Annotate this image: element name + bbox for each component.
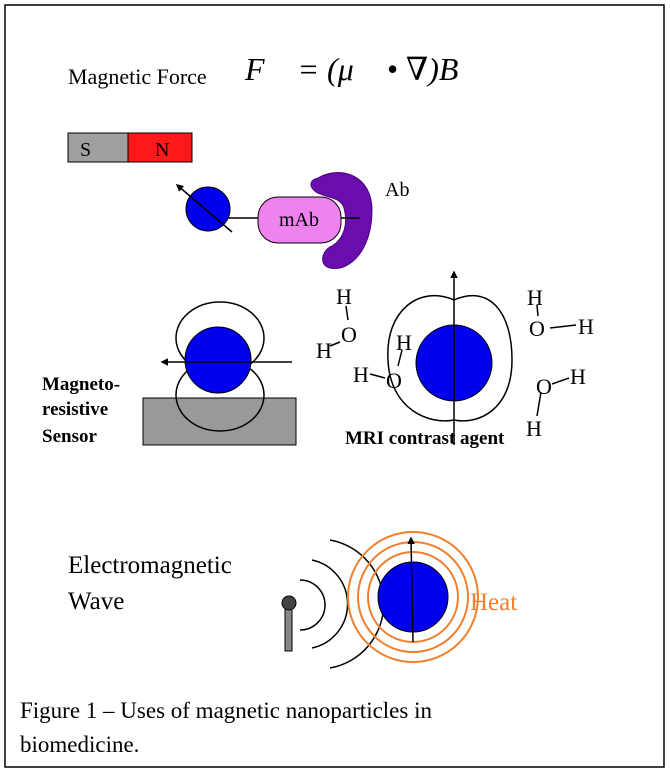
south-label: S [80, 139, 91, 161]
moment-arrow [175, 184, 233, 233]
sensor-label: resistive [42, 399, 108, 420]
magnet-south [67, 132, 129, 163]
bar-magnet: S N [67, 132, 193, 163]
mri-label: MRI contrast agent [345, 428, 505, 449]
em-group: Electromagnetic Wave Heat [68, 531, 517, 669]
atom: H [316, 338, 332, 363]
north-label: N [155, 139, 169, 161]
atom: H [336, 284, 352, 309]
wave-label: Wave [68, 588, 124, 615]
caption: biomedicine. [20, 732, 139, 757]
bonds [329, 304, 577, 417]
antibody-group: mAb Ab [175, 172, 409, 269]
antenna [284, 604, 293, 652]
sensor [142, 397, 297, 446]
atom: H [353, 362, 369, 387]
antenna-tip [281, 595, 297, 611]
mab-label: mAb [279, 209, 319, 231]
sensor-group: Magneto- resistive Sensor [42, 301, 297, 447]
moment-arrow [407, 536, 415, 643]
mab-pill [257, 196, 342, 244]
ab-label: Ab [385, 179, 409, 201]
mri-group: H O H H O H H O H O H H MRI contrast age… [316, 270, 594, 449]
atom: H [570, 364, 586, 389]
nanoparticle [184, 326, 252, 394]
formula-label: Magnetic Force [68, 64, 207, 89]
atom: H [527, 285, 543, 310]
caption: Figure 1 – Uses of magnetic nanoparticle… [20, 698, 432, 723]
frame [4, 4, 665, 768]
wave-label: Electromagnetic [68, 552, 232, 579]
atom: H [578, 314, 594, 339]
antibody-shape [310, 172, 373, 269]
formula: F⃗ = (μ⃗ • ∇)B⃗ [244, 51, 483, 87]
atom: H [526, 416, 542, 441]
atom: O [341, 322, 357, 347]
sensor-label: Sensor [42, 426, 97, 447]
atom: O [386, 368, 402, 393]
sensor-label: Magneto- [42, 374, 120, 395]
atom: H [396, 330, 412, 355]
heat-label: Heat [470, 589, 517, 616]
atom: O [529, 316, 545, 341]
atom: O [536, 374, 552, 399]
magnet-north [127, 132, 193, 163]
